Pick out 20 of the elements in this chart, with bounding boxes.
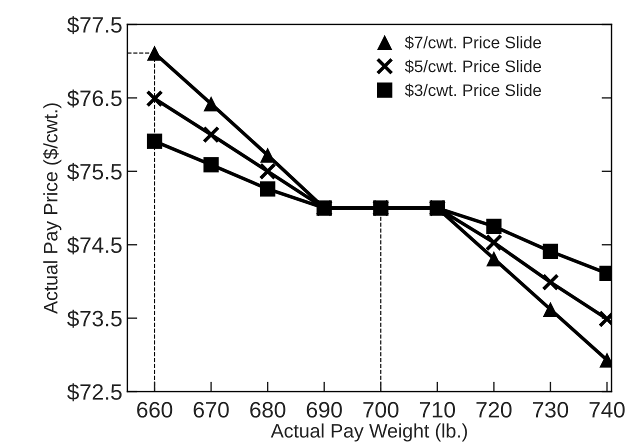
x-tick-label: 700 (363, 402, 398, 418)
x-tick-label: 730 (533, 402, 568, 418)
x-axis-title: Actual Pay Weight (lb.) (270, 423, 467, 442)
x-tick-label: 680 (250, 402, 286, 418)
legend-label: $5/cwt. Price Slide (404, 60, 542, 74)
x-tick-label: 660 (137, 402, 172, 418)
legend-label: $7/cwt. Price Slide (404, 36, 542, 50)
x-tick-label: 720 (476, 402, 512, 418)
y-tick-label: $76.5 (67, 90, 122, 108)
y-tick-label: $73.5 (67, 310, 122, 328)
y-tick-label: $72.5 (67, 383, 122, 402)
legend-label: $3/cwt. Price Slide (404, 84, 542, 98)
x-tick-label: 670 (194, 402, 229, 418)
y-tick-label: $77.5 (67, 16, 122, 34)
x-tick-label: 690 (306, 402, 342, 418)
x-tick-label: 740 (590, 402, 625, 418)
y-axis-title: Actual Pay Price ($/cwt.) (42, 103, 62, 314)
y-tick-label: $75.5 (67, 162, 122, 181)
x-tick-label: 710 (420, 402, 455, 418)
y-tick-label: $74.5 (67, 236, 122, 254)
